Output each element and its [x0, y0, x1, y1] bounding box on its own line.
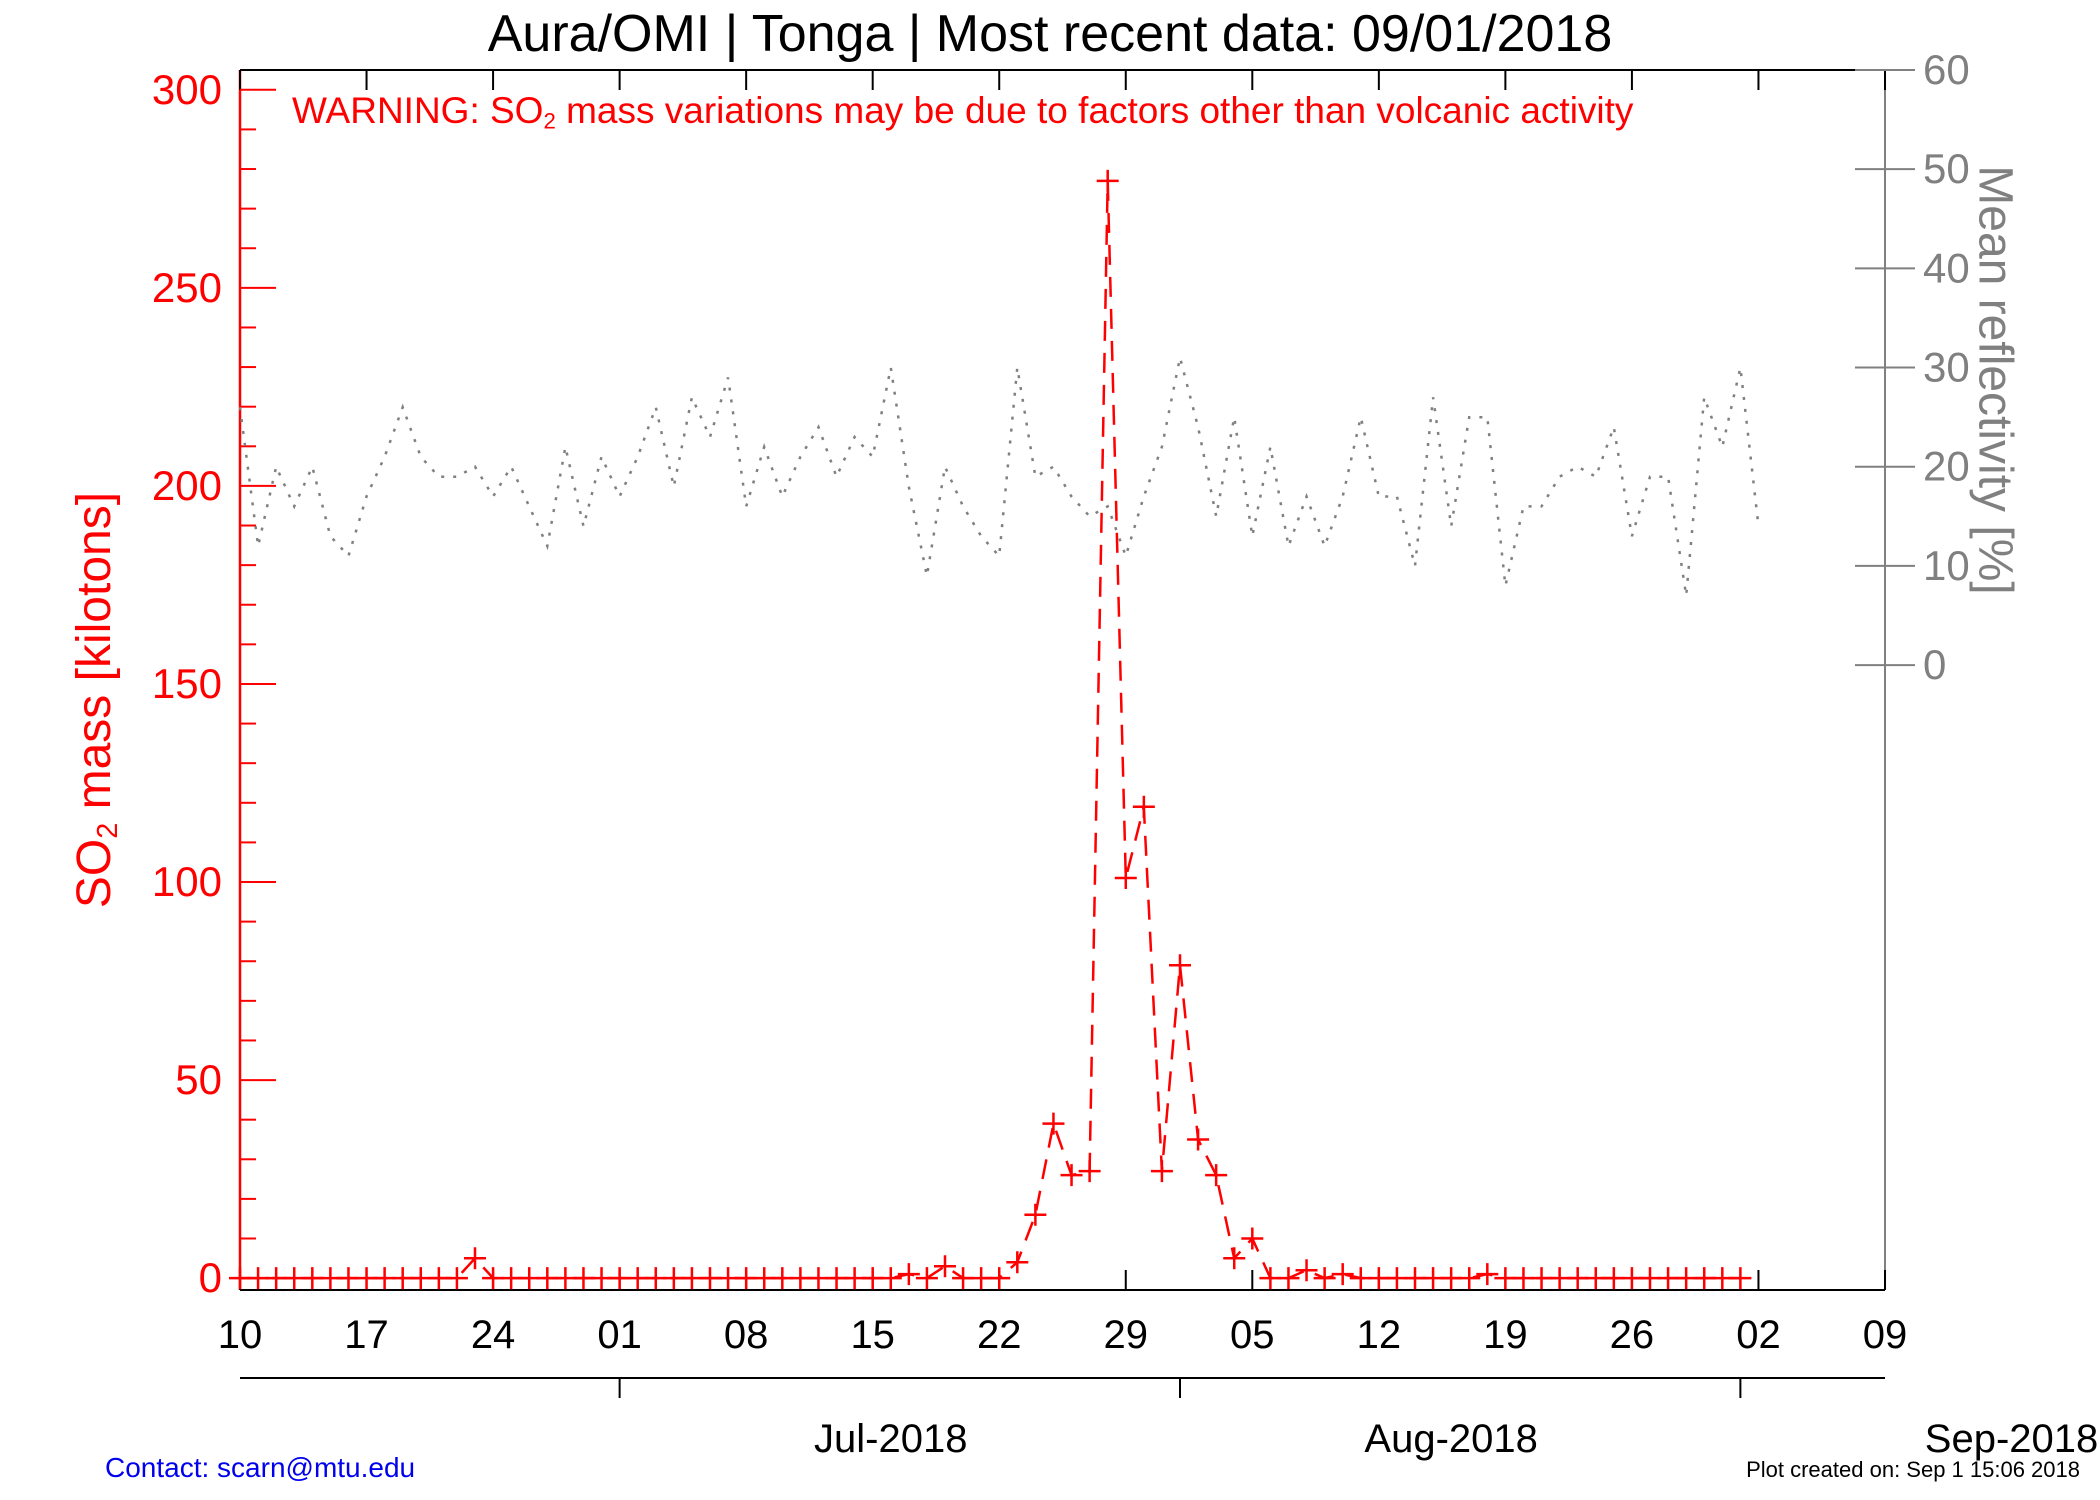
so2-point — [1169, 954, 1191, 977]
so2-point — [1060, 1164, 1083, 1187]
so2-point — [1458, 1267, 1481, 1290]
so2-point — [464, 1247, 486, 1270]
right-y-tick-label: 60 — [1923, 46, 1970, 93]
so2-point — [1024, 1203, 1047, 1226]
so2-point — [1078, 1160, 1101, 1183]
left-y-tick-label: 150 — [152, 660, 222, 707]
so2-point — [897, 1263, 920, 1286]
x-tick-label: 12 — [1357, 1313, 1402, 1357]
warning-annotation: WARNING: SO2 mass variations may be due … — [292, 90, 1634, 134]
so2-point — [1096, 169, 1119, 192]
so2-point — [1150, 1160, 1173, 1183]
plot-axes — [238, 69, 1915, 1398]
x-tick-label: 09 — [1863, 1313, 1908, 1357]
chart-title: Aura/OMI | Tonga | Most recent data: 09/… — [487, 5, 1613, 63]
x-tick-label: 26 — [1610, 1313, 1655, 1357]
x-tick-label: 15 — [850, 1313, 895, 1357]
month-label: Sep-2018 — [1925, 1417, 2098, 1461]
x-tick-label: 17 — [344, 1313, 389, 1357]
contact-link[interactable]: Contact: scarn@mtu.edu — [105, 1452, 416, 1483]
so2-point — [1331, 1263, 1354, 1286]
tick-labels: 10 17 24 01 08 15 22 29 05 12 19 26 02 09 Jul-2018 Aug-… — [152, 46, 2098, 1461]
right-axis-label: Mean reflectivity [%] — [1968, 165, 2022, 595]
so2-point — [445, 1267, 468, 1290]
month-label: Aug-2018 — [1364, 1417, 1537, 1461]
left-axis-label: SO2 mass [kilotons] — [67, 491, 125, 909]
x-tick-label: 29 — [1104, 1313, 1149, 1357]
so2-point — [1223, 1247, 1246, 1270]
so2-point — [915, 1267, 938, 1290]
so2-line — [240, 180, 1741, 1280]
so2-series — [229, 169, 1752, 1290]
so2-point — [1006, 1251, 1029, 1274]
x-tick-label: 08 — [724, 1313, 769, 1357]
right-y-tick-label: 50 — [1923, 145, 1970, 192]
so2-point — [1313, 1267, 1336, 1290]
x-tick-label: 24 — [471, 1313, 516, 1357]
so2-point — [1729, 1267, 1752, 1290]
reflectivity-line — [238, 357, 1760, 596]
right-y-tick-label: 10 — [1923, 542, 1970, 589]
so2-point — [1277, 1267, 1300, 1290]
so2-point — [1187, 1128, 1210, 1151]
so2-point — [1205, 1164, 1228, 1187]
so2-point — [934, 1255, 956, 1278]
x-tick-label: 19 — [1483, 1313, 1528, 1357]
so2-point — [1241, 1227, 1264, 1250]
so2-point — [1476, 1263, 1499, 1286]
left-y-tick-label: 50 — [175, 1056, 222, 1103]
x-tick-label: 10 — [218, 1313, 263, 1357]
left-y-tick-label: 0 — [199, 1254, 222, 1301]
so2-point — [1114, 867, 1137, 890]
reflectivity-series — [238, 357, 1760, 596]
so2-point — [1295, 1259, 1318, 1282]
so2-point — [1042, 1112, 1065, 1135]
left-y-tick-label: 100 — [152, 858, 222, 905]
left-y-tick-label: 250 — [152, 264, 222, 311]
so2-point — [1132, 795, 1155, 818]
so2-point — [988, 1267, 1011, 1290]
x-tick-label: 02 — [1736, 1313, 1781, 1357]
x-tick-label: 05 — [1230, 1313, 1275, 1357]
right-y-tick-label: 20 — [1923, 443, 1970, 490]
month-label: Jul-2018 — [814, 1417, 967, 1461]
plot-created-note: Plot created on: Sep 1 15:06 2018 — [1746, 1457, 2080, 1482]
left-y-tick-label: 200 — [152, 462, 222, 509]
x-tick-label: 01 — [597, 1313, 642, 1357]
right-y-tick-label: 40 — [1923, 244, 1970, 291]
left-y-tick-label: 300 — [152, 66, 222, 113]
right-y-tick-label: 30 — [1923, 344, 1970, 391]
right-y-tick-label: 0 — [1923, 641, 1946, 688]
x-tick-label: 22 — [977, 1313, 1022, 1357]
so2-point — [879, 1267, 902, 1290]
